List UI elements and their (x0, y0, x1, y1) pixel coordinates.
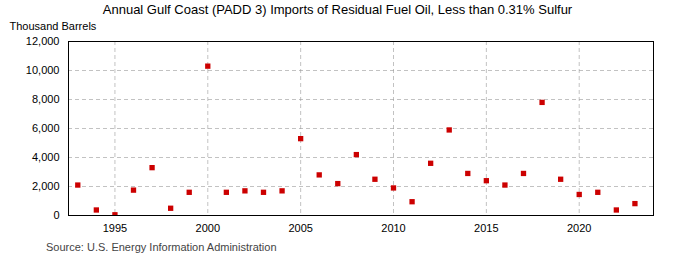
html-text:Source: U.S. Energy Informatio: Source: U.S. Energy Information Administ… (46, 241, 277, 253)
svg-text:2010: 2010 (381, 222, 405, 234)
svg-text:2000: 2000 (196, 222, 220, 234)
svg-text:2,000: 2,000 (32, 180, 60, 192)
svg-text:Thousand Barrels: Thousand Barrels (10, 20, 97, 32)
svg-text:0: 0 (53, 209, 59, 221)
svg-text:4,000: 4,000 (32, 151, 60, 163)
svg-text:12,000: 12,000 (26, 35, 60, 47)
svg-text:1995: 1995 (103, 222, 127, 234)
svg-text:8,000: 8,000 (32, 93, 60, 105)
svg-text:10,000: 10,000 (26, 64, 60, 76)
html-text:Annual Gulf Coast (PADD 3) Imp: Annual Gulf Coast (PADD 3) Imports of Re… (102, 2, 573, 17)
svg-text:2005: 2005 (288, 222, 312, 234)
svg-text:2015: 2015 (474, 222, 498, 234)
svg-text:2020: 2020 (567, 222, 591, 234)
svg-text:6,000: 6,000 (32, 122, 60, 134)
